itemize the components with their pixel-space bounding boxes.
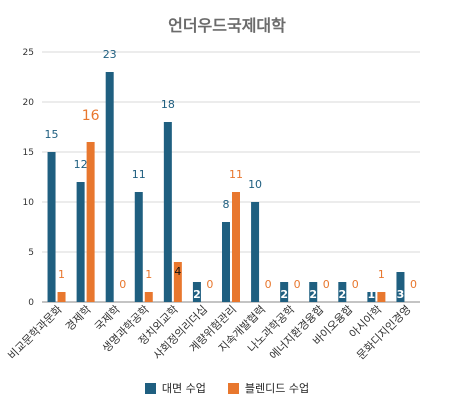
- data-label: 0: [410, 278, 417, 291]
- data-label: 8: [223, 198, 230, 211]
- data-label: 0: [265, 278, 272, 291]
- legend-item-blended: 블렌디드 수업: [227, 380, 310, 396]
- legend-label-face-to-face: 대면 수업: [161, 382, 206, 395]
- data-label: 11: [229, 168, 243, 181]
- data-label: 0: [119, 278, 126, 291]
- data-label: 2: [338, 288, 346, 301]
- bar-blended: [86, 142, 95, 302]
- bar-blended: [232, 192, 240, 302]
- y-tick-label: 10: [23, 198, 35, 208]
- data-label: 12: [74, 158, 88, 171]
- data-label: 2: [309, 288, 317, 301]
- data-label: 1: [58, 268, 65, 281]
- legend-swatch-blended: [227, 382, 239, 394]
- data-label: 16: [82, 108, 100, 124]
- legend-label-blended: 블렌디드 수업: [244, 382, 310, 395]
- data-label: 2: [193, 288, 201, 301]
- data-label: 0: [352, 278, 359, 291]
- y-tick-label: 25: [23, 48, 34, 58]
- y-tick-label: 0: [28, 298, 34, 308]
- data-label: 0: [294, 278, 301, 291]
- bar-face-to-face: [338, 282, 347, 302]
- legend-item-face-to-face: 대면 수업: [144, 380, 206, 396]
- data-label: 10: [248, 178, 262, 191]
- data-label: 3: [397, 288, 405, 301]
- chart-title: 언더우드국제대학: [168, 16, 286, 35]
- data-label: 1: [368, 288, 376, 301]
- bar-face-to-face: [222, 222, 230, 302]
- bar-blended: [57, 292, 66, 302]
- bar-face-to-face: [105, 72, 114, 302]
- x-tick-label: 비교문학과문화: [5, 303, 64, 362]
- bar-face-to-face: [309, 282, 318, 302]
- bar-blended: [144, 292, 153, 302]
- data-label: 1: [145, 268, 152, 281]
- bar-face-to-face: [76, 182, 85, 302]
- data-label: 4: [174, 265, 181, 278]
- bar-blended: [173, 262, 182, 302]
- bar-face-to-face: [47, 152, 56, 302]
- data-label: 0: [323, 278, 330, 291]
- bar-face-to-face: [396, 272, 405, 302]
- data-label: 23: [103, 48, 117, 61]
- data-label: 15: [45, 128, 59, 141]
- data-label: 11: [132, 168, 146, 181]
- x-tick-label: 경제학: [63, 303, 94, 334]
- bar-face-to-face: [163, 122, 172, 302]
- bar-face-to-face: [367, 292, 376, 302]
- bar-face-to-face: [134, 192, 143, 302]
- bar-face-to-face: [251, 202, 260, 302]
- bar-blended: [377, 292, 386, 302]
- data-label: 0: [206, 278, 213, 291]
- y-tick-label: 5: [28, 248, 34, 258]
- legend-swatch-face-to-face: [144, 382, 156, 394]
- data-label: 1: [378, 268, 385, 281]
- bar-face-to-face: [280, 282, 289, 302]
- y-tick-label: 15: [23, 148, 34, 158]
- y-tick-label: 20: [23, 98, 35, 108]
- bar-face-to-face: [192, 282, 201, 302]
- data-label: 2: [280, 288, 288, 301]
- legend: 대면 수업 블렌디드 수업: [0, 380, 454, 396]
- data-label: 18: [161, 98, 175, 111]
